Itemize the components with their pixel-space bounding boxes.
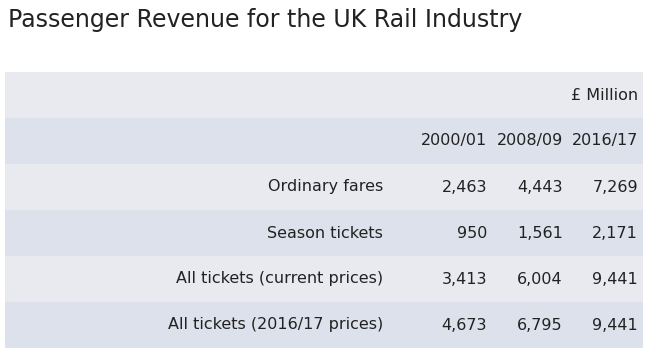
Text: All tickets (2016/17 prices): All tickets (2016/17 prices) (168, 317, 383, 333)
Bar (5, 302, 643, 348)
Text: Season tickets: Season tickets (267, 226, 383, 240)
Bar (5, 210, 643, 256)
Text: 2000/01: 2000/01 (421, 133, 487, 149)
Text: 2,463: 2,463 (441, 179, 487, 195)
Text: 9,441: 9,441 (592, 317, 638, 333)
Text: 2,171: 2,171 (592, 226, 638, 240)
Text: 3,413: 3,413 (441, 271, 487, 287)
Bar (5, 164, 643, 210)
Text: 2016/17: 2016/17 (572, 133, 638, 149)
Text: Passenger Revenue for the UK Rail Industry: Passenger Revenue for the UK Rail Indust… (8, 8, 522, 32)
Bar (5, 118, 643, 164)
Text: Ordinary fares: Ordinary fares (268, 179, 383, 195)
Text: 1,561: 1,561 (517, 226, 563, 240)
Bar (5, 256, 643, 302)
Text: £ Million: £ Million (571, 88, 638, 102)
Text: 6,004: 6,004 (517, 271, 563, 287)
Text: 4,443: 4,443 (518, 179, 563, 195)
Text: 950: 950 (457, 226, 487, 240)
Text: 9,441: 9,441 (592, 271, 638, 287)
Text: 6,795: 6,795 (517, 317, 563, 333)
Text: 7,269: 7,269 (592, 179, 638, 195)
Bar (5, 72, 643, 118)
Text: 4,673: 4,673 (441, 317, 487, 333)
Text: All tickets (current prices): All tickets (current prices) (176, 271, 383, 287)
Text: 2008/09: 2008/09 (497, 133, 563, 149)
